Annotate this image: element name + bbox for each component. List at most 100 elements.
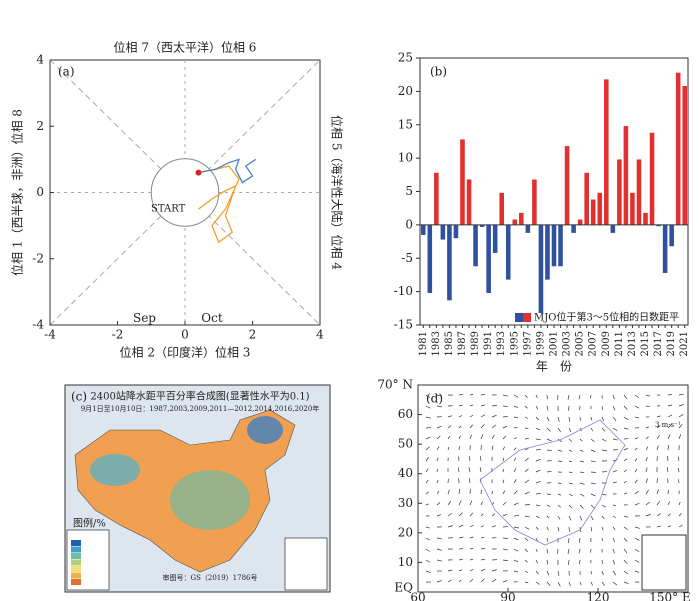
wind-arrow <box>535 405 539 410</box>
wind-arrow <box>645 436 649 440</box>
wind-arrow <box>601 570 604 576</box>
wind-arrow <box>458 512 463 517</box>
y-tick-label: 20 <box>398 525 413 539</box>
wind-arrow <box>469 404 474 407</box>
wind-arrow <box>513 537 519 541</box>
wind-arrow <box>524 548 528 553</box>
x-tick-label: 2 <box>249 328 257 342</box>
wind-arrow <box>513 468 517 473</box>
wind-arrow <box>590 416 593 421</box>
panel-label: (a) <box>58 65 75 79</box>
wind-arrow <box>557 504 562 508</box>
bar <box>532 179 537 225</box>
wind-arrow <box>425 526 430 529</box>
bar <box>499 192 504 225</box>
wind-arrow <box>667 513 671 517</box>
bar <box>597 192 603 225</box>
wind-arrow <box>590 438 595 442</box>
wind-arrow <box>480 501 483 506</box>
wind-arrow <box>502 580 508 583</box>
wind-arrow <box>524 427 529 429</box>
wind-arrow <box>612 581 618 586</box>
wind-arrow <box>535 570 539 575</box>
wind-arrow <box>546 438 552 442</box>
y-tick-label: 30 <box>398 496 413 510</box>
wet-area <box>170 470 250 530</box>
wind-arrow <box>667 489 669 495</box>
wind-arrow <box>524 394 528 399</box>
wind-arrow <box>677 467 680 473</box>
wind-arrow <box>436 548 442 551</box>
wind-arrow <box>480 548 485 550</box>
bar <box>466 179 472 225</box>
unit-circle <box>150 158 220 227</box>
bar <box>610 224 616 233</box>
wind-arrow <box>634 447 638 451</box>
wind-arrow <box>502 435 507 440</box>
wind-arrow <box>480 434 484 440</box>
wind-arrow <box>491 405 497 407</box>
wind-arrow <box>590 493 596 497</box>
x-tick-label: 1999 <box>535 331 546 356</box>
wind-arrow <box>579 438 583 442</box>
wind-arrow <box>667 434 671 440</box>
wind-arrow <box>535 537 538 542</box>
wind-arrow <box>634 526 640 529</box>
wind-arrow <box>480 536 485 539</box>
y-tick-label: -5 <box>401 251 413 265</box>
bar <box>617 159 622 225</box>
wind-arrow <box>601 405 604 410</box>
coast <box>479 419 626 546</box>
wind-arrow <box>436 405 442 408</box>
wind-arrow <box>612 570 617 576</box>
wind-arrow <box>568 449 573 452</box>
wind-arrow <box>568 438 573 442</box>
bar <box>630 192 635 225</box>
wind-arrow <box>447 446 450 451</box>
wind-arrow <box>568 537 570 544</box>
wind-arrow <box>502 559 508 562</box>
wind-arrow <box>612 470 618 473</box>
wind-arrow <box>524 581 529 584</box>
wind-arrow <box>634 458 638 462</box>
wind-arrow <box>612 405 616 411</box>
wind-arrow <box>502 425 508 429</box>
wind-arrow <box>535 416 540 421</box>
wind-arrow <box>436 468 439 473</box>
inset <box>641 534 687 591</box>
x-tick-label: 0 <box>181 328 189 342</box>
legend-label: MJO位于第3～5位相的日数距平 <box>534 311 679 324</box>
wind-arrow <box>457 467 460 473</box>
wind-arrow <box>513 559 519 563</box>
wind-arrow <box>678 479 680 484</box>
wind-arrow <box>535 469 541 473</box>
wind-arrow <box>425 436 431 440</box>
wind-arrow <box>458 415 463 418</box>
wind-arrow <box>612 459 618 462</box>
wind-arrow <box>557 570 560 576</box>
wind-arrow <box>623 492 628 495</box>
legend-swatch <box>71 572 81 579</box>
wind-arrow <box>524 479 530 484</box>
wind-arrow <box>425 537 430 541</box>
legend-swatch <box>71 540 81 546</box>
top-label: 位相 7（西太平洋）位相 6 <box>114 40 257 55</box>
wind-arrow <box>557 460 563 462</box>
right-label: 位相 5（海洋性大陆）位相 4 <box>330 115 345 270</box>
wind-arrow <box>623 548 628 554</box>
wind-arrow <box>623 515 629 518</box>
wind-arrow <box>623 458 628 462</box>
wind-arrow <box>579 493 585 497</box>
wind-arrow <box>436 394 442 397</box>
wind-arrow <box>546 504 551 507</box>
wind-arrow <box>479 467 482 473</box>
wind-arrow <box>524 491 530 495</box>
y-tick-label: 0 <box>36 185 44 199</box>
wind-arrow <box>601 416 605 422</box>
panel-label: (d) <box>426 392 443 406</box>
wind-arrow <box>469 394 474 396</box>
x-tick-label: 2007 <box>588 331 599 356</box>
wind-arrow <box>469 434 472 440</box>
legend-title: 图例/% <box>73 517 106 530</box>
y-tick-label: -2 <box>32 251 44 265</box>
